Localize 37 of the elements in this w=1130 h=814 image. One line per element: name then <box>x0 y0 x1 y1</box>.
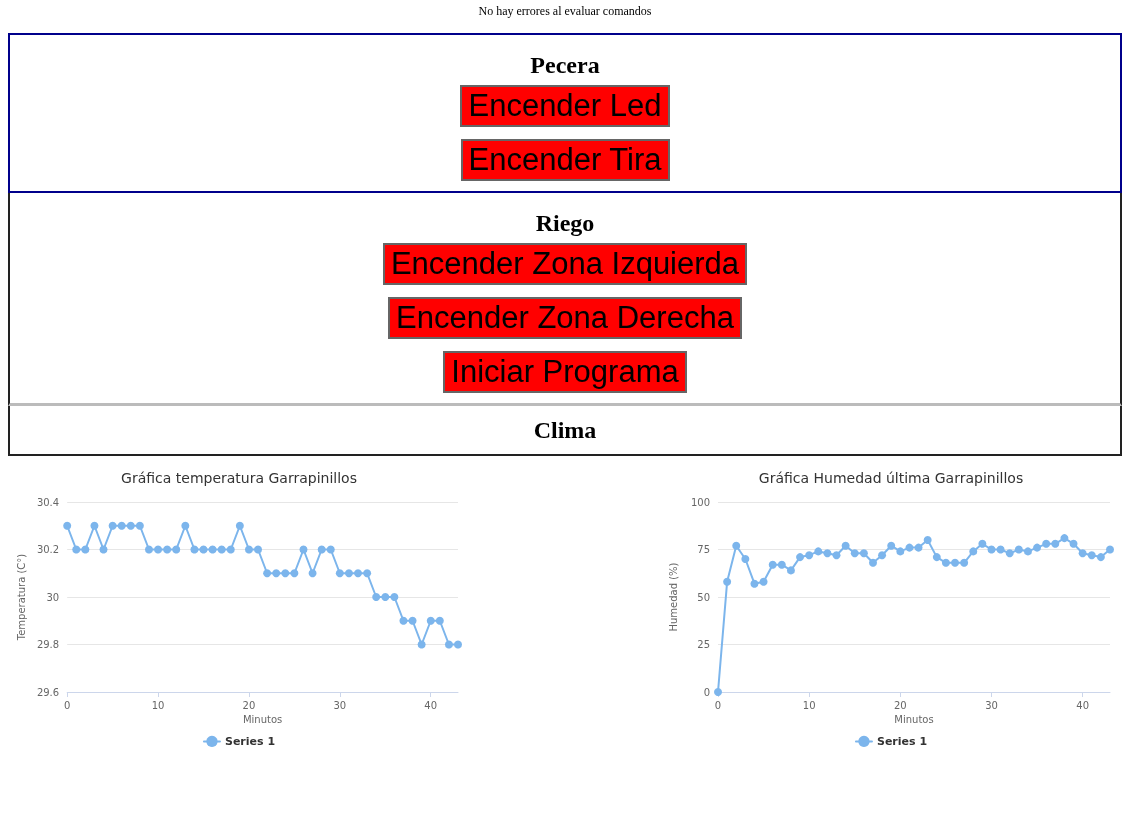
y-tick-label: 29.6 <box>36 686 60 698</box>
y-tick-label: 100 <box>690 496 710 508</box>
x-tick-label: 40 <box>1076 699 1090 711</box>
x-tick-label: 20 <box>893 699 907 711</box>
y-tick-label: 30.2 <box>36 544 60 555</box>
legend-label: Series 1 <box>224 734 276 748</box>
text: Clima <box>10 406 1120 454</box>
y-tick-label: 25 <box>697 639 710 650</box>
x-tick-label: 0 <box>63 699 71 711</box>
text: Encender Led <box>460 85 670 127</box>
y-tick-label: 0 <box>703 686 710 698</box>
text: Riego <box>534 209 596 238</box>
y-tick-label: 30.4 <box>36 496 60 508</box>
text: No hay errores al evaluar comandos <box>477 4 653 19</box>
x-tick-label: 10 <box>802 699 816 711</box>
x-tick-label: 10 <box>151 699 165 711</box>
x-tick-label: 0 <box>714 699 722 711</box>
x-axis-title: Minutos <box>894 714 934 726</box>
text: Iniciar Programa <box>443 351 687 393</box>
y-tick-label: 29.8 <box>36 639 60 650</box>
chart-title: Gráfica temperatura Garrapinillos <box>121 470 357 486</box>
x-tick-label: 30 <box>985 699 998 711</box>
text: Encender Zona Izquierda <box>382 243 748 285</box>
legend-label: Series 1 <box>876 734 928 748</box>
y-axis-title: Temperatura (C°) <box>15 553 27 642</box>
y-tick-label: 30 <box>46 591 60 603</box>
x-tick-label: 30 <box>333 699 347 711</box>
x-axis-title: Minutos <box>242 714 283 726</box>
y-tick-label: 50 <box>697 591 710 603</box>
text: Pecera <box>529 51 601 80</box>
text: Encender Zona Derecha <box>388 297 742 339</box>
x-tick-label: 20 <box>242 699 256 711</box>
text: Encender Tira <box>460 139 670 181</box>
y-axis-title: Humedad (%) <box>667 562 679 632</box>
y-tick-label: 75 <box>697 544 710 555</box>
x-tick-label: 40 <box>424 699 438 711</box>
chart-title: Gráfica Humedad última Garrapinillos <box>758 470 1024 486</box>
